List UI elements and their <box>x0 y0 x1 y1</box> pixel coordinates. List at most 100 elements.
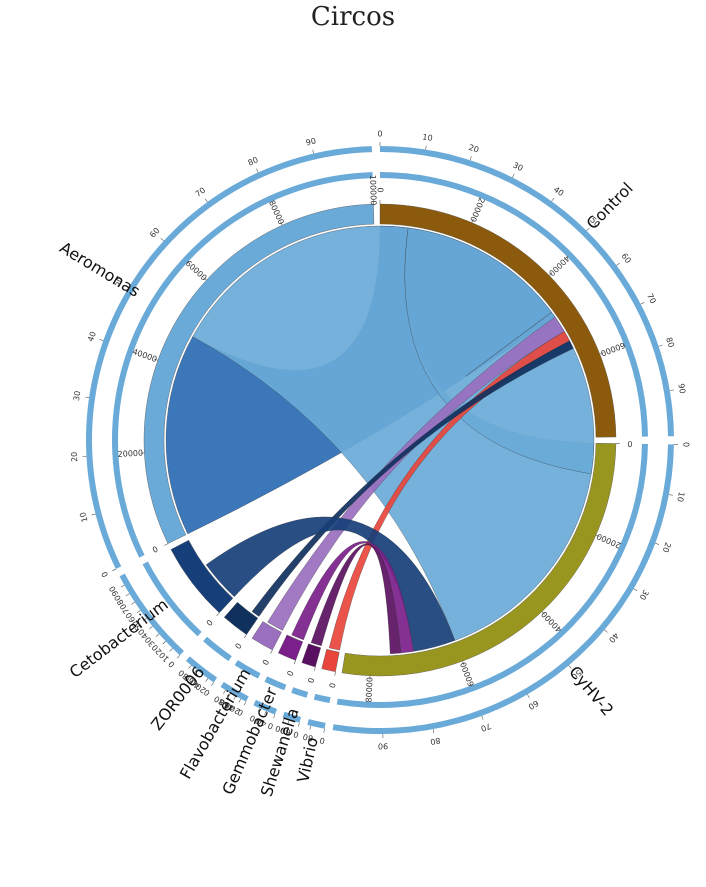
tick-vibrio <box>334 671 336 676</box>
band-control <box>379 203 617 438</box>
pct-tick-label-aeromonas: 90 <box>305 136 317 147</box>
pct-tick-label-gemmobacter: 40 <box>255 716 268 728</box>
pct-tick-label-aeromonas: 10 <box>78 511 89 523</box>
tick-flavobacterium <box>270 649 273 654</box>
tick-label-control: 20000 <box>468 196 486 223</box>
pct-tick-label-flavobacterium: 20 <box>228 703 241 716</box>
pct-tick-zor0006 <box>211 682 214 686</box>
tick-control <box>599 352 604 355</box>
pct-tick-aeromonas <box>85 396 90 398</box>
tick-label-control: 0 <box>376 187 385 192</box>
pct-tick-label-cyhv-2: 40 <box>607 631 620 645</box>
tick-control <box>548 272 553 276</box>
link-flavobacterium-control <box>267 316 565 631</box>
band-cetobacterium <box>170 539 234 614</box>
pct-tick-cyhv-2 <box>527 694 530 698</box>
pct-tick-aeromonas <box>312 149 314 154</box>
pct-tick-cyhv-2 <box>481 715 484 720</box>
ring-outer-zor0006 <box>185 656 218 683</box>
pct-tick-control <box>551 197 555 202</box>
band-gemmobacter <box>278 634 304 661</box>
pct-tick-label-gemmobacter: 0 <box>267 721 275 731</box>
band-shewanella <box>301 643 322 668</box>
pct-tick-cetobacterium <box>176 655 181 659</box>
tick-label-aeromonas: 0 <box>151 545 160 555</box>
pct-tick-control <box>425 145 427 150</box>
ring-outer-flavobacterium <box>220 681 249 702</box>
pct-tick-label-cyhv-2: 10 <box>675 491 686 503</box>
pct-tick-label-shewanella: 60 <box>279 725 291 737</box>
tick-shewanella <box>313 666 316 671</box>
pct-tick-label-aeromonas: 50 <box>112 275 125 288</box>
ring-outer-gemmobacter <box>253 699 278 715</box>
tick-aeromonas <box>280 221 283 226</box>
pct-tick-aeromonas <box>91 513 96 516</box>
pct-tick-zor0006 <box>199 674 203 678</box>
pct-tick-aeromonas <box>99 339 104 341</box>
link-zor0006-control <box>251 340 574 617</box>
tick-label-cyhv-2: 60000 <box>459 661 476 688</box>
pct-tick-label-vibrio: 0 <box>319 736 326 746</box>
ring-inner-flavobacterium <box>234 660 261 679</box>
tick-control <box>471 218 474 223</box>
pct-tick-aeromonas <box>204 198 208 203</box>
pct-tick-aeromonas <box>160 237 164 242</box>
pct-tick-label-cetobacterium: 0 <box>167 659 177 669</box>
tick-cyhv-2 <box>595 534 600 537</box>
pct-tick-label-cyhv-2: 80 <box>429 736 441 747</box>
pct-tick-label-aeromonas: 40 <box>86 330 98 343</box>
pct-tick-label-cyhv-2: 70 <box>480 721 493 733</box>
pct-tick-control <box>658 344 663 347</box>
ring-inner-aeromonas <box>111 172 373 558</box>
pct-tick-cetobacterium <box>136 610 141 613</box>
pct-tick-cyhv-2 <box>655 542 660 545</box>
band-zor0006 <box>223 601 259 635</box>
pct-tick-gemmobacter <box>257 708 261 713</box>
band-cyhv-2 <box>341 443 617 677</box>
ring-inner-gemmobacter <box>264 676 287 691</box>
pct-tick-label-aeromonas: 30 <box>72 390 82 401</box>
tick-cyhv-2 <box>541 611 546 615</box>
pct-tick-flavobacterium <box>228 693 231 697</box>
pct-tick-cetobacterium <box>142 618 147 622</box>
ring-outer-shewanella <box>282 711 302 723</box>
tick-label-cyhv-2: 40000 <box>540 609 564 634</box>
pct-tick-label-gemmobacter: 70 <box>248 713 261 725</box>
tick-label-cetobacterium: 0 <box>205 618 215 628</box>
band-vibrio <box>321 649 340 672</box>
pct-tick-label-cetobacterium: 90 <box>107 584 120 597</box>
pct-tick-cetobacterium <box>169 648 173 652</box>
pct-tick-label-cyhv-2: 60 <box>527 698 540 711</box>
ring-outer-vibrio <box>307 719 326 729</box>
tick-cyhv-2 <box>462 660 465 665</box>
link-cetobacterium-cyhv-2 <box>205 516 456 652</box>
ring-inner-vibrio <box>313 693 331 704</box>
segment-label-aeromonas: Aeromonas <box>56 238 143 301</box>
pct-tick-label-control: 80 <box>664 336 676 349</box>
tick-aeromonas <box>153 358 158 361</box>
pct-tick-gemmobacter <box>273 714 276 719</box>
pct-tick-label-control: 90 <box>676 383 687 395</box>
tick-label-control: 40000 <box>547 254 572 278</box>
pct-tick-label-shewanella: 90 <box>274 723 287 735</box>
pct-tick-cyhv-2 <box>633 588 638 591</box>
ring-inner-cetobacterium <box>142 561 202 637</box>
tick-label-cyhv-2: 20000 <box>595 531 622 549</box>
pct-tick-label-aeromonas: 80 <box>247 155 260 167</box>
tick-label-aeromonas: 20000 <box>117 449 143 459</box>
pct-tick-control <box>640 302 645 305</box>
segment-label-vibrio: Vibrio <box>293 735 322 784</box>
pct-tick-label-aeromonas: 0 <box>100 570 110 579</box>
chart-title: Circos <box>310 2 396 32</box>
link-vibrio-control <box>328 331 570 651</box>
tick-label-cyhv-2: 80000 <box>364 677 374 703</box>
tick-label-cyhv-2: 0 <box>627 439 632 448</box>
tick-label-aeromonas: 80000 <box>267 199 286 226</box>
tick-label-aeromonas: 100000 <box>368 175 378 206</box>
ring-outer-cetobacterium <box>119 573 184 656</box>
ring-inner-zor0006 <box>203 636 232 662</box>
tick-label-control: 60000 <box>599 340 626 358</box>
pct-tick-cetobacterium <box>162 641 166 645</box>
tick-label-zor0006: 0 <box>233 642 243 651</box>
tick-aeromonas <box>164 543 169 546</box>
